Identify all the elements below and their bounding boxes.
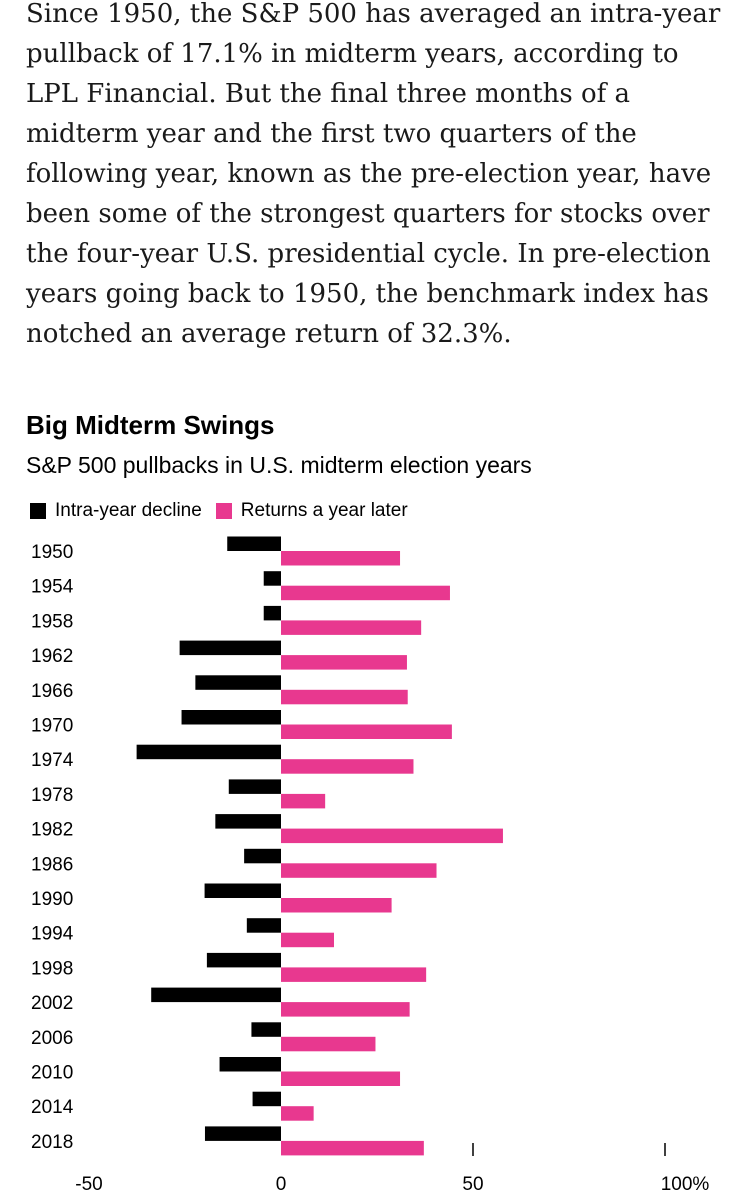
bar-return <box>281 724 452 739</box>
bar-return <box>281 1106 314 1121</box>
legend-swatch-decline <box>30 503 46 519</box>
y-tick-label: 1958 <box>31 611 73 632</box>
bar-decline <box>181 710 281 725</box>
bar-return <box>281 585 450 601</box>
bar-return <box>281 1002 410 1017</box>
bar-decline <box>252 1091 281 1107</box>
bar-return <box>281 1071 401 1086</box>
legend-label-returns: Returns a year later <box>240 500 408 521</box>
bar-decline <box>228 779 281 794</box>
x-tick-label: 50 <box>462 1174 483 1195</box>
bar-decline <box>251 1022 281 1037</box>
bar-return <box>281 793 326 809</box>
bar-decline <box>263 605 281 621</box>
x-tick-label: -50 <box>75 1174 102 1195</box>
bar-decline <box>227 536 281 551</box>
bar-return <box>281 759 414 774</box>
bar-decline <box>204 1126 281 1141</box>
bar-return <box>281 967 427 982</box>
y-tick-label: 2006 <box>31 1028 73 1049</box>
bar-return <box>281 655 407 670</box>
bar-return <box>281 1036 376 1052</box>
bar-decline <box>244 848 281 864</box>
legend-item-decline: Intra-year decline <box>30 500 202 522</box>
legend-item-returns: Returns a year later <box>215 500 408 522</box>
article-paragraph: Since 1950, the S&P 500 has averaged an … <box>26 0 721 349</box>
y-tick-label: 1998 <box>31 958 73 979</box>
y-tick-label: 2014 <box>31 1097 74 1118</box>
y-tick-label: 2002 <box>31 993 73 1014</box>
y-tick-label: 1970 <box>31 716 73 737</box>
bar-decline <box>195 675 281 690</box>
y-tick-label: 1978 <box>31 785 73 806</box>
bar-decline <box>136 744 281 760</box>
bar-decline <box>151 987 281 1003</box>
bar-decline <box>206 952 281 968</box>
x-tick-label: 0 <box>276 1174 287 1195</box>
chart-title: Big Midterm Swings <box>26 410 275 440</box>
bar-return <box>281 898 392 913</box>
y-tick-label: 1994 <box>31 924 74 945</box>
y-tick-label: 2010 <box>31 1063 73 1084</box>
y-tick-label: 1974 <box>31 750 74 771</box>
bar-return <box>281 620 422 635</box>
bar-return <box>281 932 334 948</box>
y-tick-label: 1990 <box>31 889 73 910</box>
y-tick-label: 1950 <box>31 542 73 563</box>
bar-decline <box>215 814 281 829</box>
bar-return <box>281 551 401 566</box>
bar-return <box>281 689 408 705</box>
y-tick-label: 1962 <box>31 646 73 667</box>
bar-decline <box>263 571 281 586</box>
y-tick-label: 1986 <box>31 854 73 875</box>
chart-subtitle: S&P 500 pullbacks in U.S. midterm electi… <box>26 452 532 478</box>
legend-label-decline: Intra-year decline <box>55 500 202 521</box>
x-tick-label: 100% <box>661 1174 710 1195</box>
bar-decline <box>246 918 281 933</box>
bar-return <box>281 828 503 844</box>
legend-swatch-returns <box>215 503 232 519</box>
y-tick-label: 1982 <box>31 820 73 841</box>
bar-decline <box>219 1057 281 1072</box>
chart-legend: Intra-year decline Returns a year later <box>30 500 422 522</box>
y-tick-label: 1966 <box>31 681 73 702</box>
bar-decline <box>179 640 281 656</box>
bar-decline <box>204 883 281 898</box>
bar-return <box>281 863 437 878</box>
y-tick-label: 2018 <box>31 1132 73 1153</box>
y-tick-label: 1954 <box>31 577 74 598</box>
bar-return <box>281 1140 424 1156</box>
